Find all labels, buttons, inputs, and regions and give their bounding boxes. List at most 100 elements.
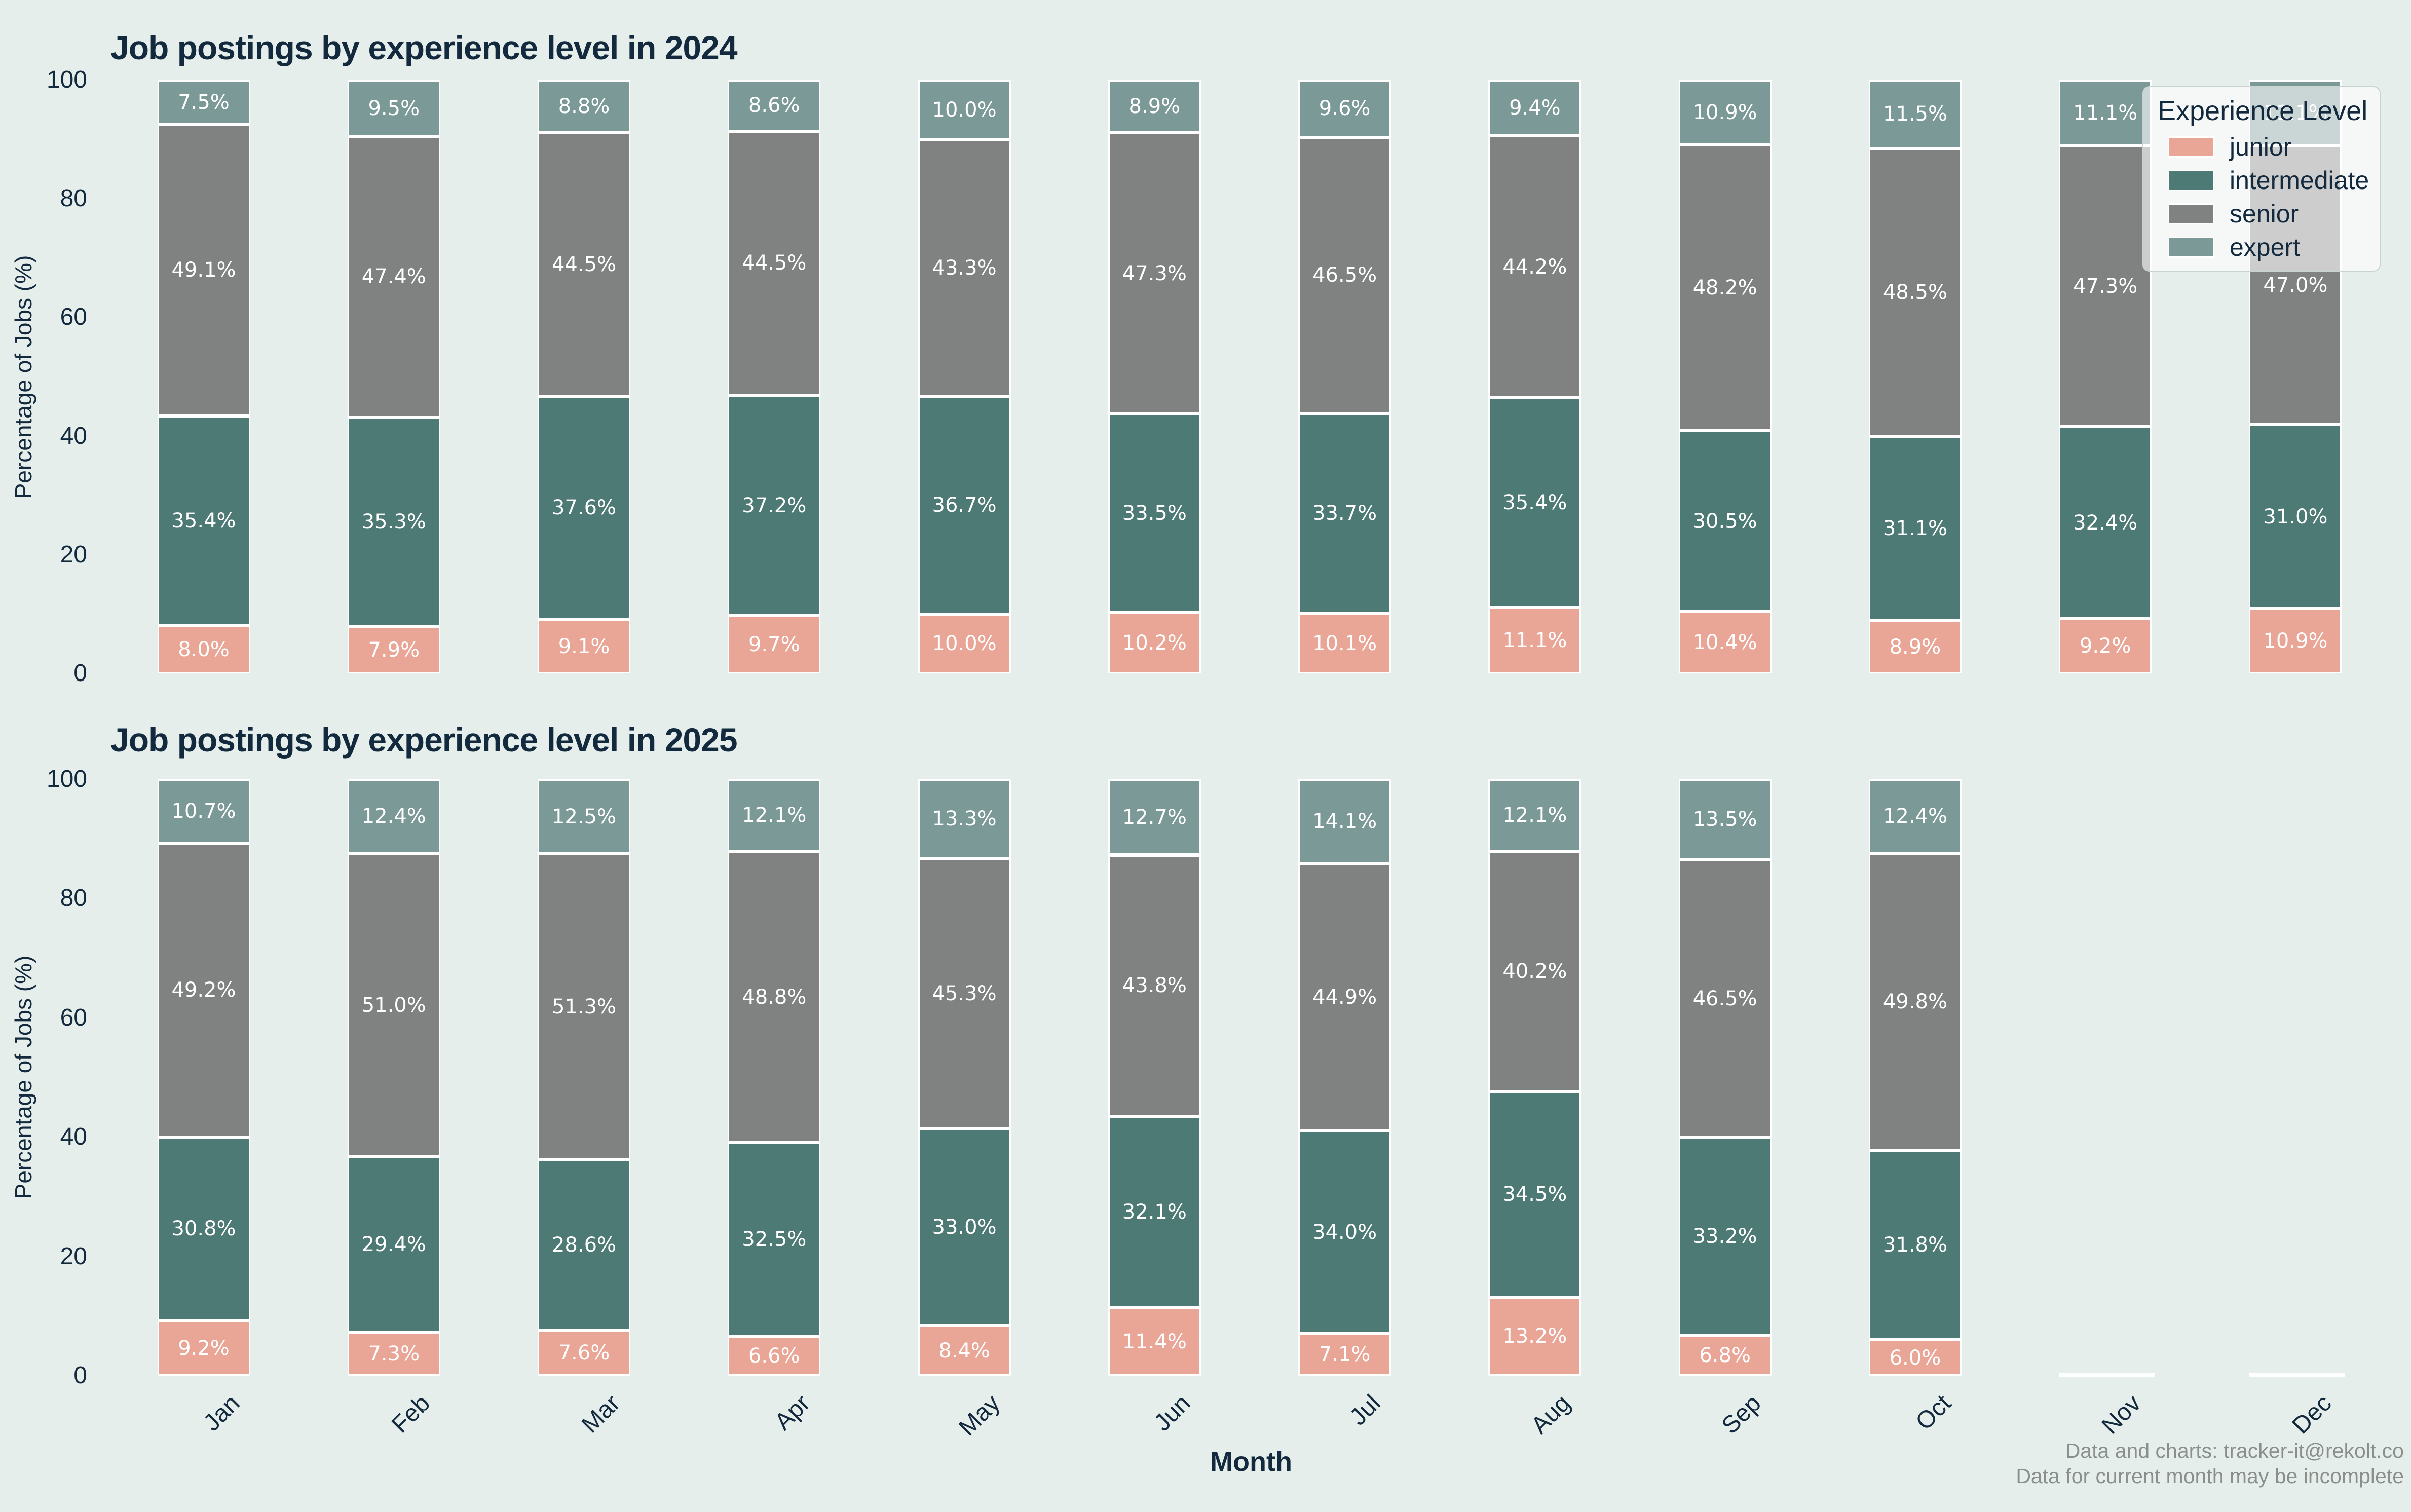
bar-segment-value: 10.0% [932,98,997,122]
bar-segment-intermediate: 31.1% [1868,436,1962,621]
legend-item-expert: expert [2168,233,2375,261]
bar-segment-intermediate: 33.7% [1298,413,1391,614]
bar-segment-intermediate: 33.0% [918,1128,1011,1326]
bar-segment-value: 47.4% [361,265,426,289]
bar-segment-senior: 48.2% [1678,144,1772,431]
x-tick-label-aug: Aug [1526,1389,1576,1440]
bar-segment-value: 8.6% [748,94,800,118]
bar-segment-junior: 7.6% [538,1330,631,1376]
bar-segment-senior: 48.8% [728,851,821,1143]
empty-bar-dec [2249,1373,2345,1377]
bar-segment-value: 9.2% [2079,634,2131,658]
bar-segment-expert: 11.1% [2059,80,2152,146]
bar-segment-junior: 10.2% [1108,613,1201,673]
bar-segment-value: 47.3% [1122,261,1187,285]
bar-segment-expert: 12.4% [1868,779,1962,853]
bar-segment-senior: 46.5% [1298,137,1391,413]
bar-segment-value: 10.7% [171,800,236,823]
legend-item-senior: senior [2168,200,2375,228]
bar-segment-senior: 51.3% [538,854,631,1160]
bar-segment-value: 34.5% [1502,1182,1567,1206]
x-tick-label-jan: Jan [198,1389,245,1437]
bar-segment-junior: 11.4% [1108,1307,1201,1376]
bar-segment-junior: 7.3% [347,1332,440,1376]
bar-segment-intermediate: 30.5% [1678,431,1772,612]
plot-area-2025: 9.2% 30.8% 49.2% 10.7% 7.3% 29.4% 51.0% 12.4% 7.… [138,779,2364,1377]
bar-segment-intermediate: 28.6% [538,1159,631,1331]
senior-color-swatch [2168,203,2214,224]
bar-segment-intermediate: 34.5% [1488,1091,1581,1297]
intermediate-color-swatch [2168,170,2214,191]
bar-segment-junior: 10.0% [918,614,1011,673]
bar-segment-value: 10.0% [932,632,997,656]
bar-sep: 10.4% 30.5% 48.2% 10.9% [1678,80,1772,673]
plot-area-2024: 8.0% 35.4% 49.1% 7.5% 7.9% 35.3% 47.4% 9.5% 9.1%… [138,80,2364,673]
bar-segment-value: 9.2% [178,1336,230,1360]
y-axis-ticks-2025: 0 20 40 60 80 100 [0,766,87,1389]
y-tick-label: 100 [46,66,87,93]
x-tick-label-apr: Apr [769,1389,815,1436]
legend-label-senior: senior [2230,200,2299,228]
bar-segment-value: 32.5% [742,1228,807,1252]
bar-segment-intermediate: 35.4% [1488,398,1581,608]
bar-segment-value: 33.2% [1692,1224,1757,1248]
bar-segment-intermediate: 29.4% [347,1157,440,1333]
bar-segment-junior: 8.0% [157,626,250,673]
bar-segment-intermediate: 37.6% [538,396,631,620]
bar-segment-expert: 12.1% [1488,779,1581,852]
bar-feb: 7.3% 29.4% 51.0% 12.4% [347,779,440,1376]
bar-segment-value: 48.5% [1882,280,1947,304]
chart-title-2025: Job postings by experience level in 2025 [110,721,738,759]
bar-segment-value: 14.1% [1312,809,1377,833]
bar-segment-value: 40.2% [1502,960,1567,983]
x-tick-label-oct: Oct [1910,1389,1956,1435]
bar-segment-value: 34.0% [1312,1220,1377,1244]
bar-segment-value: 11.1% [2073,101,2138,125]
bar-segment-value: 35.4% [1502,491,1567,515]
bar-segment-junior: 8.4% [918,1326,1011,1376]
bar-segment-value: 49.1% [171,258,236,282]
bar-segment-intermediate: 32.4% [2059,426,2152,619]
bar-segment-value: 32.4% [2073,511,2138,535]
bar-segment-senior: 40.2% [1488,851,1581,1091]
bar-segment-senior: 45.3% [918,858,1011,1129]
bar-segment-value: 44.2% [1502,255,1567,279]
bar-segment-junior: 9.2% [157,1320,250,1376]
bar-segment-value: 32.1% [1122,1200,1187,1224]
bar-segment-value: 12.4% [1882,804,1947,828]
y-tick-label: 80 [60,185,87,212]
bar-segment-value: 12.7% [1122,805,1187,829]
footer-line-2: Data for current month may be incomplete [2016,1464,2404,1488]
bar-segment-value: 33.7% [1312,502,1377,525]
bar-segment-senior: 47.3% [1108,133,1201,414]
bar-segment-value: 35.4% [171,509,236,533]
empty-bar-nov [2059,1373,2155,1377]
bar-segment-value: 11.4% [1122,1330,1187,1353]
x-tick-label-dec: Dec [2287,1389,2337,1440]
bar-segment-intermediate: 31.0% [2249,425,2342,609]
bar-segment-value: 49.8% [1882,990,1947,1014]
bar-segment-value: 7.1% [1318,1343,1371,1367]
bar-segment-junior: 10.1% [1298,613,1391,673]
bar-segment-value: 35.3% [361,510,426,534]
y-tick-label: 80 [60,885,87,912]
bar-segment-intermediate: 33.2% [1678,1137,1772,1335]
bar-segment-value: 8.4% [938,1339,990,1363]
bar-segment-value: 44.5% [742,251,807,275]
bar-segment-senior: 47.4% [347,136,440,418]
bar-segment-intermediate: 31.8% [1868,1150,1962,1340]
bar-segment-value: 49.2% [171,978,236,1002]
bar-segment-value: 30.5% [1692,509,1757,533]
bar-jul: 10.1% 33.7% 46.5% 9.6% [1298,80,1391,673]
bar-segment-senior: 43.3% [918,139,1011,397]
bar-segment-value: 8.9% [1889,635,1941,659]
bar-segment-value: 37.6% [551,496,617,520]
chart-title-2024: Job postings by experience level in 2024 [110,29,738,67]
bar-segment-expert: 9.6% [1298,80,1391,137]
bar-segment-junior: 6.8% [1678,1335,1772,1376]
bar-segment-value: 46.5% [1692,987,1757,1010]
bar-segment-value: 8.9% [1128,95,1181,119]
bar-segment-junior: 6.0% [1868,1340,1962,1376]
bar-segment-value: 11.5% [1882,102,1947,126]
bar-segment-junior: 8.9% [1868,620,1962,673]
